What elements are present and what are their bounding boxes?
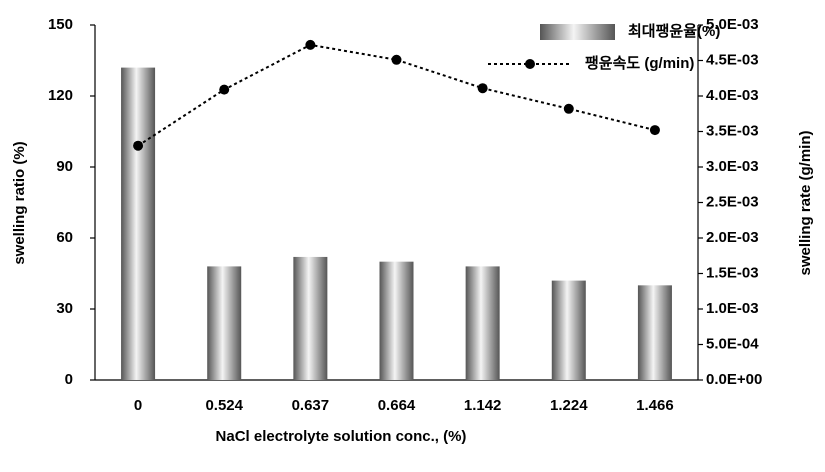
- legend-label: 최대팽윤율(%): [628, 22, 720, 40]
- bar: [293, 256, 328, 380]
- legend-swatch: [540, 24, 615, 40]
- x-tick-label: 1.466: [636, 397, 674, 414]
- y2-tick-label: 3.0E-03: [706, 158, 759, 175]
- bar: [637, 285, 672, 380]
- y-tick-label: 60: [56, 229, 73, 246]
- y2-tick-label: 5.0E-04: [706, 335, 759, 352]
- y-tick-label: 120: [48, 87, 73, 104]
- x-tick-label: 0.637: [292, 397, 330, 414]
- y2-tick-label: 0.0E+00: [706, 371, 762, 388]
- point: [305, 39, 316, 50]
- point: [391, 54, 402, 65]
- x-tick-label: 0: [134, 397, 142, 414]
- point: [649, 125, 660, 136]
- x-tick-label: 1.224: [550, 397, 588, 414]
- y-tick-label: 30: [56, 300, 73, 317]
- point: [219, 84, 230, 95]
- x-tick-label: 0.664: [378, 397, 416, 414]
- y2-axis-title: swelling rate (g/min): [797, 130, 814, 275]
- y2-tick-label: 1.5E-03: [706, 264, 759, 281]
- bar: [121, 67, 156, 380]
- y-tick-label: 150: [48, 16, 73, 33]
- y-tick-label: 90: [56, 158, 73, 175]
- point: [477, 83, 488, 94]
- y2-tick-label: 5.0E-03: [706, 16, 759, 33]
- point: [563, 103, 574, 114]
- y2-tick-label: 4.5E-03: [706, 51, 759, 68]
- y2-tick-label: 1.0E-03: [706, 300, 759, 317]
- legend-label: 팽윤속도 (g/min): [585, 55, 694, 72]
- point: [133, 140, 144, 151]
- y2-tick-label: 2.0E-03: [706, 229, 759, 246]
- y2-tick-label: 4.0E-03: [706, 87, 759, 104]
- bar: [551, 280, 586, 380]
- y2-tick-label: 3.5E-03: [706, 122, 759, 139]
- x-axis-title: NaCl electrolyte solution conc., (%): [216, 428, 467, 445]
- x-tick-label: 1.142: [464, 397, 502, 414]
- bar: [465, 266, 500, 380]
- x-tick-label: 0.524: [205, 397, 243, 414]
- y2-tick-label: 2.5E-03: [706, 193, 759, 210]
- y-axis-title: swelling ratio (%): [11, 141, 28, 264]
- legend-marker: [525, 59, 535, 69]
- y-tick-label: 0: [65, 371, 73, 388]
- bar: [379, 261, 414, 380]
- bar: [207, 266, 242, 380]
